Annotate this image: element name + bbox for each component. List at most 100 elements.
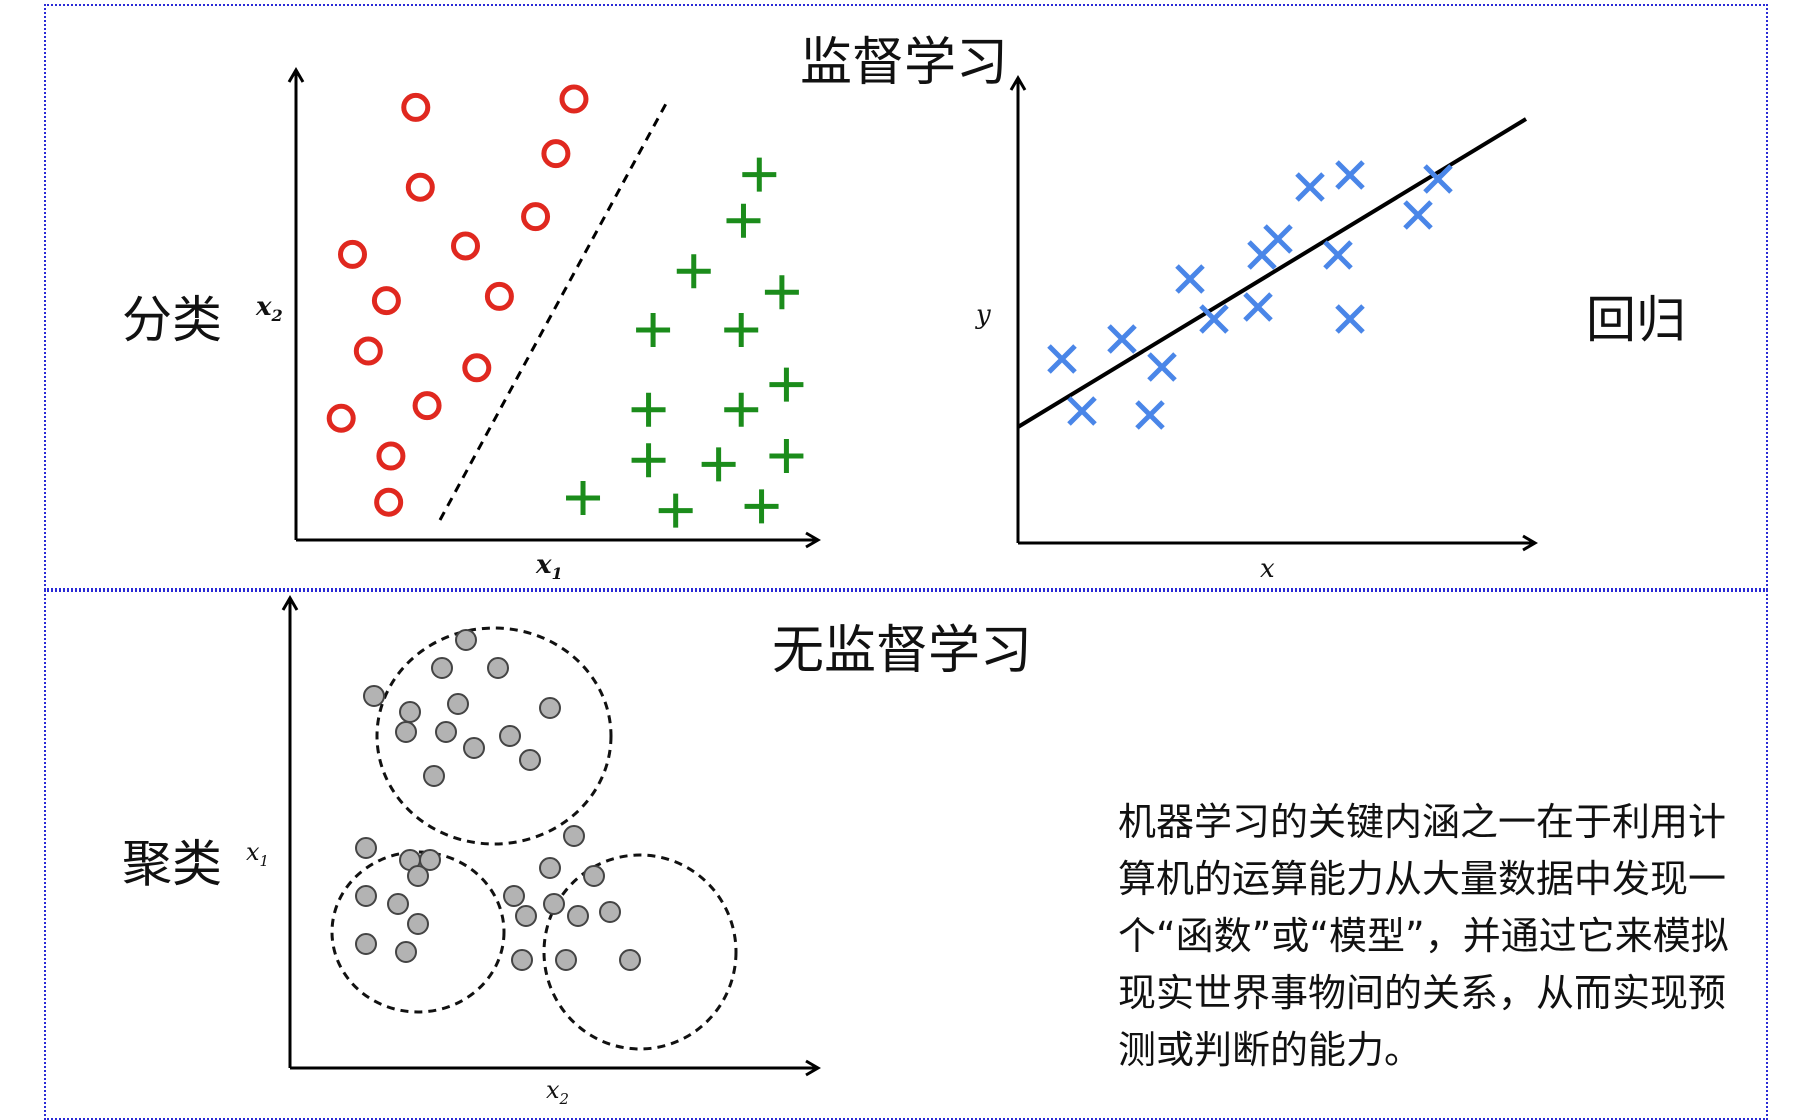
cluster-boundaries	[330, 626, 738, 1051]
class-plus-point	[742, 157, 777, 192]
class-plus-point	[764, 275, 799, 310]
class-circle-point	[405, 172, 435, 202]
cluster-point	[555, 949, 577, 971]
regression-point	[1175, 264, 1205, 294]
description-text: 机器学习的关键内涵之一在于利用计算机的运算能力从大量数据中发现一个“函数”或“模…	[1118, 800, 1729, 1072]
cluster-point	[395, 721, 417, 743]
cluster-point	[503, 885, 525, 907]
class-circle-point	[484, 281, 514, 311]
regression-fit-line	[1016, 117, 1528, 429]
regression-point	[1403, 200, 1433, 230]
cluster-points	[355, 629, 641, 971]
class-plus-markers	[566, 157, 804, 528]
cluster-point	[499, 725, 521, 747]
cluster-point	[515, 905, 537, 927]
cluster-point	[543, 893, 565, 915]
class-plus-point	[769, 439, 804, 473]
cluster-point	[423, 765, 445, 787]
cluster-point	[355, 885, 377, 907]
class-plus-point	[701, 447, 736, 482]
cluster-point	[395, 941, 417, 963]
class-plus-point	[724, 392, 759, 427]
regression-axes	[1009, 75, 1538, 552]
regression-point	[1243, 292, 1273, 322]
class-plus-point	[726, 203, 761, 238]
cluster-point	[463, 737, 485, 759]
class-circle-point	[462, 353, 492, 383]
class-plus-point	[744, 489, 779, 524]
cluster-point	[363, 685, 385, 707]
class-circle-point	[371, 286, 401, 316]
classification-axes	[287, 67, 821, 549]
class-circle-point	[412, 391, 442, 421]
clustering-x-axis-label: x2	[546, 1076, 570, 1108]
class-circle-point	[326, 403, 356, 433]
regression-point	[1335, 304, 1365, 334]
regression-point	[1067, 396, 1097, 426]
classification-label: 分类	[122, 291, 222, 349]
regression-point	[1047, 344, 1077, 374]
class-plus-point	[769, 367, 804, 402]
regression-label: 回归	[1586, 291, 1686, 349]
unsupervised-panel	[44, 590, 1768, 1120]
supervised-title: 监督学习	[800, 33, 1009, 93]
class-plus-point	[566, 481, 601, 515]
class-circle-point	[521, 202, 551, 232]
cluster-point	[447, 693, 469, 715]
cluster-point	[539, 697, 561, 719]
cluster-point	[619, 949, 641, 971]
class-circle-point	[451, 231, 480, 261]
regression-point	[1335, 160, 1365, 190]
cluster-boundary-3	[542, 853, 738, 1051]
class-plus-point	[636, 313, 671, 347]
cluster-point	[539, 857, 561, 879]
class-plus-point	[631, 443, 666, 478]
regression-y-axis-label: y	[976, 300, 991, 330]
regression-point	[1423, 164, 1453, 194]
unsupervised-title: 无监督学习	[772, 621, 1033, 681]
cluster-point	[599, 901, 621, 923]
class-circle-point	[353, 336, 383, 366]
class-circle-point	[374, 487, 404, 517]
regression-point	[1147, 352, 1177, 382]
class-circle-point	[559, 84, 589, 114]
class-plus-point	[676, 254, 711, 289]
classification-x-axis-label: x1	[536, 550, 563, 584]
supervised-panel	[44, 4, 1768, 590]
class-circle-point	[541, 139, 571, 169]
class-circle-markers	[326, 84, 589, 517]
cluster-point	[435, 721, 457, 743]
cluster-point	[407, 865, 429, 887]
cluster-point	[355, 837, 377, 859]
cluster-point	[511, 949, 533, 971]
cluster-point	[355, 933, 377, 955]
regression-markers	[1047, 160, 1453, 430]
regression-point	[1263, 224, 1293, 254]
cluster-point	[455, 629, 477, 651]
cluster-point	[399, 701, 421, 723]
cluster-point	[431, 657, 453, 679]
class-circle-point	[376, 441, 406, 471]
class-plus-point	[724, 313, 759, 347]
class-circle-point	[338, 239, 367, 269]
class-plus-point	[658, 493, 693, 528]
regression-x-axis-label: x	[1260, 554, 1275, 584]
cluster-point	[487, 657, 509, 679]
class-circle-point	[401, 92, 431, 122]
clustering-axes	[281, 595, 821, 1077]
cluster-boundary-2	[330, 850, 506, 1014]
regression-point	[1107, 324, 1137, 354]
cluster-point	[519, 749, 541, 771]
classification-y-axis-label: x2	[256, 292, 283, 326]
class-plus-point	[631, 392, 666, 427]
regression-point	[1323, 240, 1353, 270]
regression-point	[1135, 400, 1165, 430]
cluster-point	[419, 849, 441, 871]
clustering-label: 聚类	[122, 835, 222, 893]
clustering-y-axis-label: x1	[246, 838, 270, 870]
regression-point	[1295, 172, 1325, 202]
cluster-point	[567, 905, 589, 927]
cluster-boundary-1	[375, 626, 613, 846]
cluster-point	[563, 825, 585, 847]
cluster-point	[407, 913, 429, 935]
